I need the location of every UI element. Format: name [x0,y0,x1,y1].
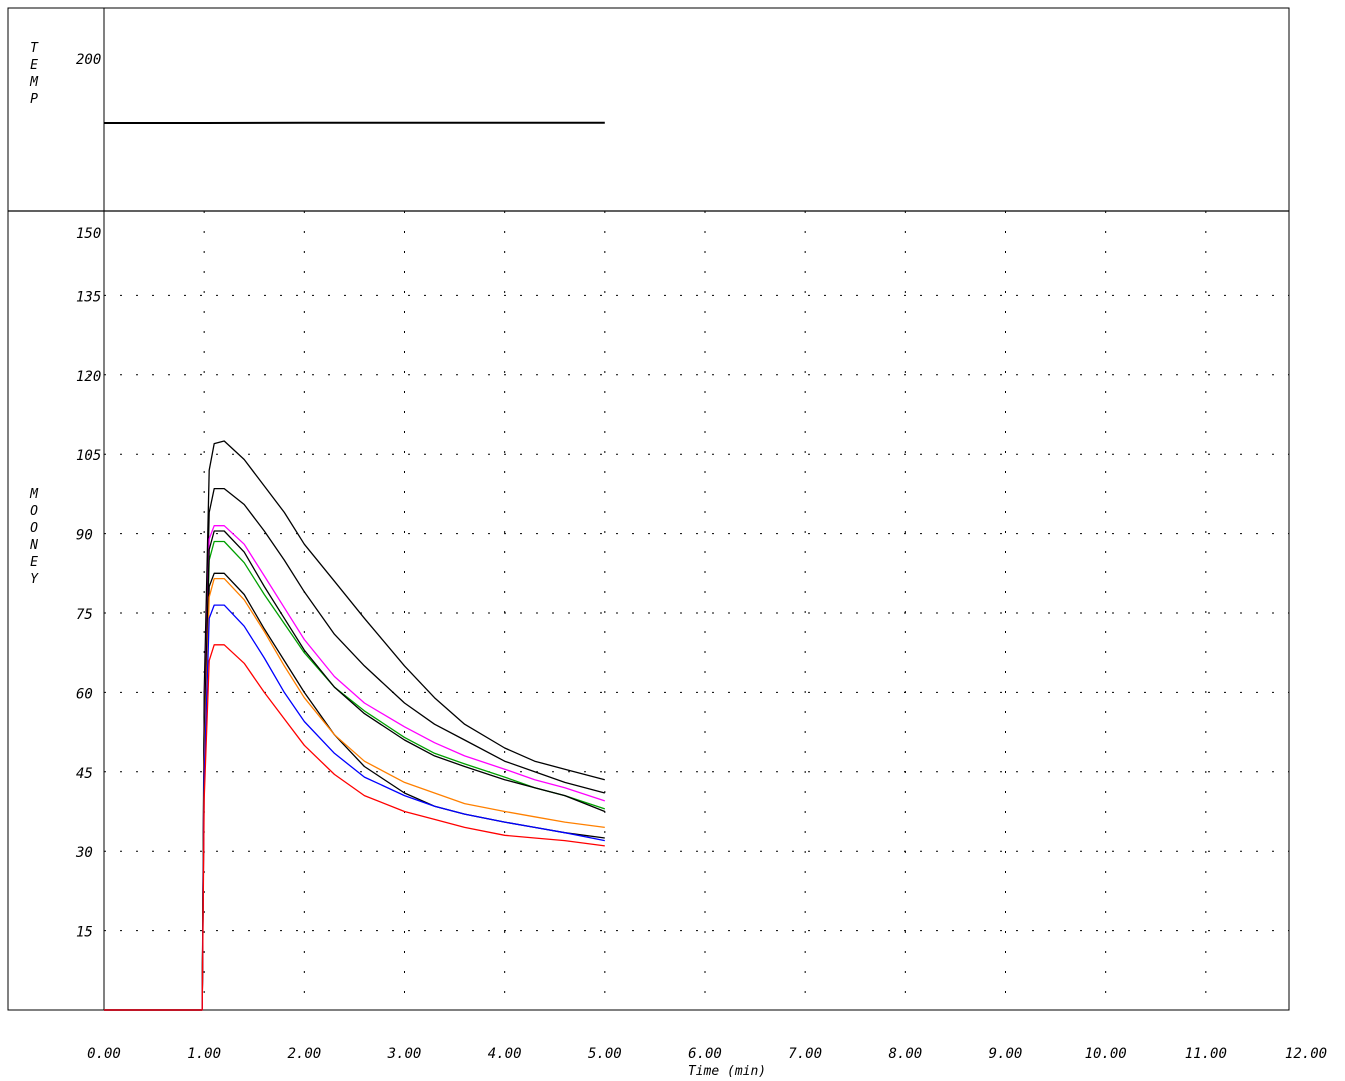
x-tick-label: 10.00 [1085,1046,1127,1062]
mooney-axis-label-letter: N [29,538,38,553]
x-tick-label: 9.00 [989,1046,1023,1062]
x-tick-label: 5.00 [588,1046,622,1062]
y-tick-label: 90 [76,528,93,544]
y-tick-label: 105 [76,448,101,464]
mooney-series-line [104,644,605,1011]
y-tick-label: 60 [76,686,93,702]
mooney-series-line [104,540,606,1011]
x-tick-label: 3.00 [387,1046,422,1062]
y-tick-label: 135 [76,289,101,305]
y-tick-label: 30 [75,845,93,861]
mooney-series-line [104,525,606,1011]
y-tick-label: 150 [76,226,101,242]
x-tick-label: 2.00 [287,1046,321,1062]
mooney-series-line [104,440,605,1011]
outer-frame [7,7,1290,1011]
x-tick-label: 0.00 [87,1046,121,1062]
mooney-axis-label-letter: O [30,504,38,519]
y-tick-label: 200 [76,52,101,68]
mooney-axis-label-letter: O [30,521,38,536]
x-tick-label: 11.00 [1185,1046,1227,1062]
mooney-axis-label-letter: Y [30,572,39,587]
axis-labels: 15 30 45 60 75 90 105 120 135 150 200 0.00 1.00 2.00 3… [29,41,1327,1079]
x-tick-label: 12.00 [1285,1046,1327,1062]
x-tick-label: 1.00 [187,1046,221,1062]
x-tick-label: 6.00 [688,1046,722,1062]
mooney-series-line [104,487,605,1011]
y-tick-label: 15 [76,925,93,941]
temperature-panel [7,7,1290,1011]
x-tick-label: 7.00 [788,1046,822,1062]
temp-axis-label-letter: E [30,58,38,73]
mooney-axis-label-letter: M [29,487,39,502]
x-tick-label: 4.00 [488,1046,522,1062]
y-tick-label: 45 [76,766,93,782]
mooney-series-line [104,604,605,1011]
mooney-panel [88,211,1289,1011]
mooney-series-line [104,577,605,1011]
mooney-series-line [104,572,605,1011]
y-tick-label: 75 [76,607,93,623]
y-tick-label: 120 [76,369,101,385]
temp-axis-label-letter: T [30,41,39,56]
mooney-axis-label-letter: E [30,555,38,570]
temp-axis-label-letter: P [30,92,38,107]
x-axis-label: Time (min) [688,1064,766,1079]
x-tick-label: 8.00 [888,1046,922,1062]
temp-axis-label-letter: M [29,75,39,90]
mooney-series-line [104,530,606,1011]
